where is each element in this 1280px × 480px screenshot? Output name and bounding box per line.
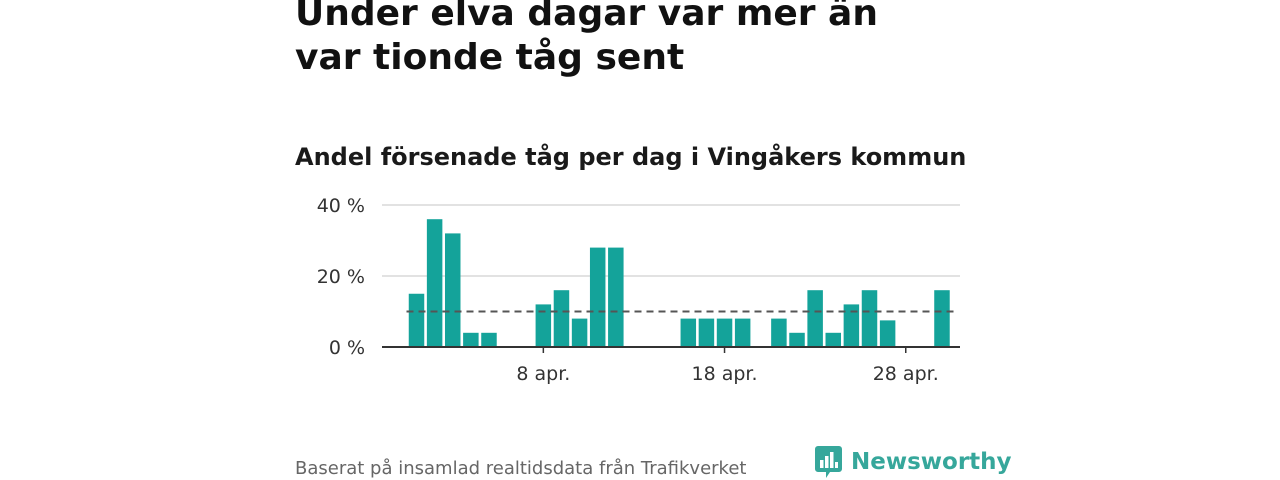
gridlines	[382, 204, 960, 277]
bar	[535, 304, 552, 347]
brand-name: Newsworthy	[851, 449, 1012, 475]
bar	[734, 318, 751, 347]
bar	[789, 332, 805, 347]
y-tick-label: 0 %	[329, 337, 365, 359]
source-note: Baserat på insamlad realtidsdata från Tr…	[295, 458, 747, 479]
x-tick-label: 8 apr.	[516, 363, 570, 385]
bar	[934, 290, 950, 347]
bar	[463, 332, 479, 347]
bar	[553, 290, 570, 347]
bar-chart-logo-icon	[815, 446, 842, 478]
bar	[771, 318, 787, 347]
bar	[843, 304, 860, 347]
bar	[861, 290, 878, 347]
y-tick-label: 40 %	[317, 195, 365, 217]
bar	[481, 332, 497, 347]
bar	[879, 320, 896, 347]
bar-chart: 0 % 20 % 40 % 8 apr. 18 apr. 28 apr.	[317, 195, 960, 385]
axes: 0 % 20 % 40 % 8 apr. 18 apr. 28 apr.	[317, 195, 960, 385]
bar	[608, 247, 624, 347]
bars	[408, 219, 950, 347]
bar	[716, 318, 733, 347]
bar	[571, 318, 588, 347]
bar	[825, 332, 842, 347]
chart-subtitle: Andel försenade tåg per dag i Vingåkers …	[295, 143, 967, 171]
bar	[589, 247, 606, 347]
bar	[426, 219, 443, 347]
bar	[807, 290, 823, 347]
x-tick-label: 18 apr.	[692, 363, 758, 385]
bar	[444, 233, 461, 347]
x-tick-label: 28 apr.	[873, 363, 939, 385]
bar	[408, 293, 425, 347]
newsworthy-logo: Newsworthy	[815, 446, 1012, 478]
bar	[680, 318, 697, 347]
y-tick-label: 20 %	[317, 266, 365, 288]
bar	[698, 318, 715, 347]
chart-title: Under elva dagar var mer än var tionde t…	[295, 0, 878, 78]
